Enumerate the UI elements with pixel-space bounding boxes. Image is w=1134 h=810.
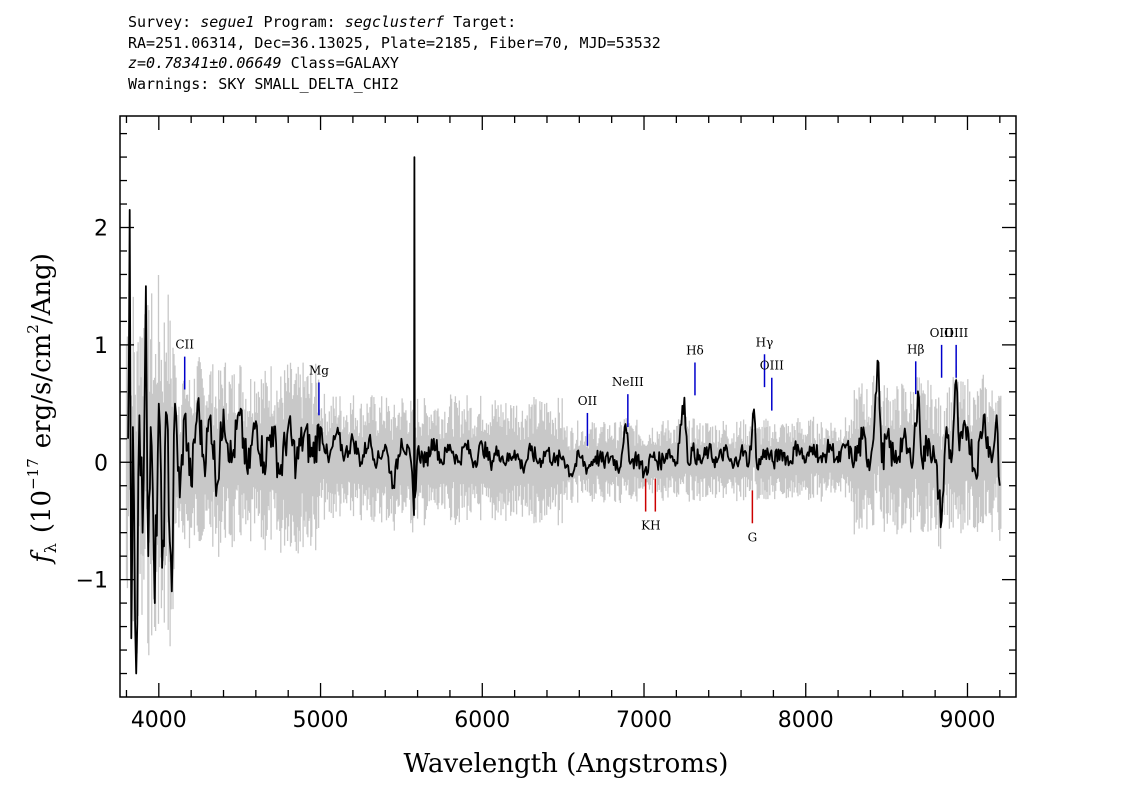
emission-line-label: OIII [930, 326, 954, 340]
y-tick-label: 2 [94, 217, 108, 242]
x-axis-title: Wavelength (Angstroms) [404, 749, 729, 779]
x-tick-label: 8000 [778, 708, 834, 733]
class-value: Class=GALAXY [290, 54, 399, 72]
emission-line-label: OII [578, 394, 598, 408]
emission-line-label: CII [175, 338, 194, 352]
axes-layer: 4000 5000 6000 7000 8000 9000 −1 0 1 2 [76, 115, 1017, 733]
y-axis-exponent-2: 2 [24, 324, 42, 334]
header-line-coordinates: RA=251.06314, Dec=36.13025, Plate=2185, … [128, 33, 661, 52]
program-label: Program: [263, 13, 336, 31]
program-value: segclusterf [344, 13, 445, 31]
survey-value: segue1 [200, 13, 255, 31]
target-label: Target: [453, 13, 517, 31]
y-axis-exponent: −17 [24, 458, 42, 490]
x-tick-label: 5000 [293, 708, 349, 733]
redshift-value: z=0.78341±0.06649 [128, 54, 282, 72]
spectrum-layer [127, 156, 1001, 675]
absorption-line-label: G [748, 530, 758, 544]
plot-frame [119, 115, 1017, 698]
emission-line-label: Mg [309, 363, 329, 377]
y-axis-units: erg/s/cm [27, 334, 57, 449]
emission-line-label: NeIII [612, 375, 644, 389]
y-tick-label: −1 [76, 569, 108, 594]
y-axis-label-start: (10 [27, 490, 57, 533]
x-tick-label: 7000 [616, 708, 672, 733]
x-tick-label: 6000 [454, 708, 510, 733]
y-tick-label: 1 [94, 334, 108, 359]
emission-line-label: Hγ [756, 335, 774, 349]
header-line-warnings: Warnings: SKY SMALL_DELTA_CHI2 [128, 74, 399, 93]
spectrum-line [127, 156, 1001, 675]
y-axis-title: fλ(10−17erg/s/cm2/Ang) [24, 253, 60, 565]
header-line-redshift: z=0.78341±0.06649 Class=GALAXY [128, 53, 661, 74]
x-tick-label: 9000 [939, 708, 995, 733]
emission-line-label: OIII [760, 359, 784, 373]
y-axis-subscript: λ [41, 543, 60, 553]
emission-line-label: OIII [944, 326, 968, 340]
absorption-line-label: H [650, 519, 660, 533]
x-tick-label: 4000 [131, 708, 187, 733]
header-line-survey: Survey: segue1 Program: segclusterf Targ… [128, 12, 661, 33]
spectrum-header: Survey: segue1 Program: segclusterf Targ… [128, 12, 661, 94]
absorption-line-label: K [641, 519, 651, 533]
survey-label: Survey: [128, 13, 192, 31]
y-tick-label: 0 [94, 451, 108, 476]
emission-line-label: Hβ [907, 342, 924, 356]
emission-line-label: Hδ [686, 343, 704, 357]
y-axis-label-end: /Ang) [27, 253, 57, 324]
